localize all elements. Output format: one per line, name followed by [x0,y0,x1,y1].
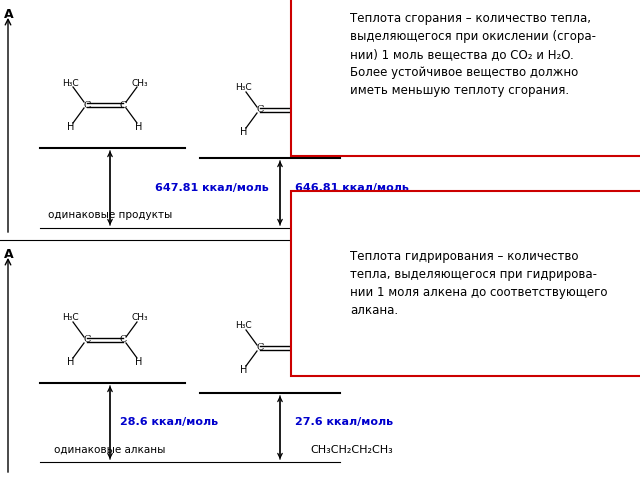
Text: C: C [256,106,264,115]
Text: H: H [67,357,75,367]
Text: H₃C: H₃C [235,84,252,93]
Text: CH₃CH₂CH₂CH₃: CH₃CH₂CH₂CH₃ [310,445,393,455]
Text: C: C [83,100,91,109]
Text: 647.81 ккал/моль: 647.81 ккал/моль [155,183,269,193]
Text: Теплота гидрирования – количество
тепла, выделяющегося при гидрирова-
нии 1 моля: Теплота гидрирования – количество тепла,… [350,250,607,317]
Text: C: C [83,336,91,345]
Text: C: C [119,100,127,109]
Text: 2CO₂ + H₂O: 2CO₂ + H₂O [310,210,376,220]
Text: H: H [240,365,248,375]
Text: H₃C: H₃C [235,322,252,331]
Text: CH₃: CH₃ [305,365,321,374]
Text: Теплота сгорания – количество тепла,
выделяющегося при окислении (сгора-
нии) 1 : Теплота сгорания – количество тепла, выд… [350,12,596,97]
Text: A: A [4,248,13,261]
Text: H: H [67,122,75,132]
Text: одинаковые продукты: одинаковые продукты [48,210,172,220]
Text: C: C [292,106,300,115]
Text: C: C [256,344,264,352]
Text: CH₃: CH₃ [132,313,148,323]
Text: H: H [135,122,143,132]
Text: CH₃: CH₃ [132,79,148,87]
Text: H: H [308,321,316,331]
Text: CH₃: CH₃ [305,128,321,136]
Text: C: C [119,336,127,345]
Text: одинаковые алканы: одинаковые алканы [54,445,166,455]
Text: H₃C: H₃C [61,313,78,323]
Text: H: H [135,357,143,367]
Text: A: A [4,8,13,21]
Text: 28.6 ккал/моль: 28.6 ккал/моль [120,417,218,427]
Text: 646.81 ккал/моль: 646.81 ккал/моль [295,183,409,193]
Text: C: C [292,344,300,352]
Text: H₃C: H₃C [61,79,78,87]
Text: H: H [308,83,316,93]
Text: 27.6 ккал/моль: 27.6 ккал/моль [295,417,393,427]
Text: H: H [240,127,248,137]
